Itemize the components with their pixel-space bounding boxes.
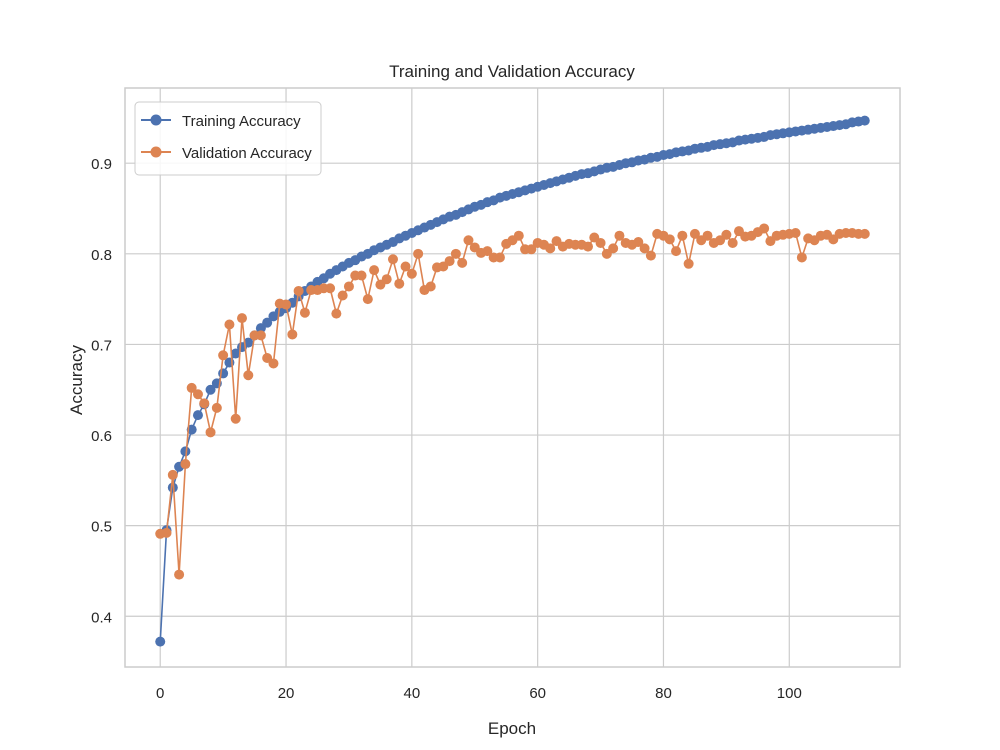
x-tick-label: 20 [278, 685, 295, 702]
validation-point [287, 329, 298, 340]
validation-point [595, 237, 606, 248]
validation-point [381, 274, 392, 285]
validation-point [721, 229, 732, 240]
legend-label-validation: Validation Accuracy [182, 145, 312, 162]
validation-point [444, 256, 455, 267]
x-tick-label: 80 [655, 685, 672, 702]
validation-point [645, 250, 656, 261]
legend-marker-validation [150, 146, 162, 158]
validation-point [494, 252, 505, 263]
validation-point [526, 244, 537, 255]
legend-marker-training [150, 114, 162, 126]
y-tick-label: 0.5 [91, 519, 112, 536]
validation-point [192, 389, 203, 400]
validation-point [633, 237, 644, 248]
training-point [230, 348, 241, 359]
validation-point [759, 223, 770, 234]
validation-point [293, 285, 304, 296]
x-tick-label: 0 [156, 685, 164, 702]
validation-point [224, 319, 235, 330]
training-point [192, 410, 203, 421]
training-point [218, 368, 229, 379]
y-tick-label: 0.7 [91, 337, 112, 354]
y-tick-label: 0.4 [91, 609, 112, 626]
validation-point [859, 228, 870, 239]
validation-point [255, 330, 266, 341]
series [155, 115, 870, 647]
validation-point [796, 252, 807, 263]
legend-label-training: Training Accuracy [182, 113, 301, 130]
x-tick-label: 40 [404, 685, 421, 702]
validation-point [230, 413, 241, 424]
validation-point [387, 254, 398, 265]
validation-line [160, 227, 865, 576]
validation-point [639, 243, 650, 254]
validation-point [218, 350, 229, 361]
validation-point [205, 427, 216, 438]
validation-point [237, 313, 247, 324]
series-validation [155, 223, 870, 580]
y-tick-label: 0.6 [91, 428, 112, 445]
training-point [180, 446, 191, 457]
y-tick-label: 0.9 [91, 156, 112, 173]
validation-point [413, 248, 424, 259]
validation-point [331, 308, 342, 319]
validation-point [394, 278, 405, 289]
validation-point [356, 270, 367, 281]
validation-point [369, 265, 380, 276]
x-axis-label: Epoch [488, 719, 536, 738]
validation-point [180, 459, 191, 470]
y-tick-label: 0.8 [91, 247, 112, 264]
validation-point [664, 234, 675, 245]
validation-point [400, 261, 411, 272]
tick-labels: 0 20 40 60 80 100 0.4 0.5 0.6 0.7 0.8 0.9 [91, 156, 802, 702]
validation-point [268, 358, 279, 369]
validation-point [790, 227, 801, 238]
validation-point [608, 243, 619, 254]
validation-point [671, 246, 682, 257]
training-point [859, 115, 870, 126]
validation-point [406, 268, 417, 279]
validation-point [482, 246, 493, 257]
legend: Training Accuracy Validation Accuracy [134, 101, 322, 176]
y-axis-label: Accuracy [67, 345, 86, 415]
legend-box [134, 101, 322, 176]
series-training [155, 115, 870, 647]
validation-point [161, 527, 172, 538]
validation-point [702, 230, 713, 241]
validation-point [199, 398, 210, 409]
validation-point [683, 258, 694, 269]
validation-point [545, 243, 556, 254]
validation-point [362, 294, 373, 305]
training-point [155, 636, 166, 647]
validation-point [211, 402, 222, 413]
x-tick-label: 100 [777, 685, 802, 702]
validation-point [343, 281, 354, 292]
validation-point [582, 241, 593, 252]
validation-point [243, 370, 254, 381]
validation-point [727, 237, 738, 248]
validation-point [689, 228, 700, 239]
training-point [262, 317, 273, 328]
validation-point [325, 283, 336, 294]
validation-point [337, 290, 348, 301]
validation-point [677, 230, 688, 241]
validation-point [425, 281, 436, 292]
training-point [243, 337, 254, 348]
training-point [205, 384, 216, 395]
validation-point [299, 307, 310, 318]
validation-point [450, 248, 461, 259]
validation-point [174, 569, 185, 580]
plot-frame [124, 87, 901, 668]
validation-point [281, 299, 292, 310]
validation-point [457, 257, 468, 268]
validation-point [463, 235, 474, 246]
chart-title: Training and Validation Accuracy [389, 62, 635, 81]
validation-point [167, 469, 178, 480]
x-tick-label: 60 [529, 685, 546, 702]
validation-point [186, 382, 197, 393]
validation-point [614, 230, 625, 241]
validation-point [513, 230, 524, 241]
